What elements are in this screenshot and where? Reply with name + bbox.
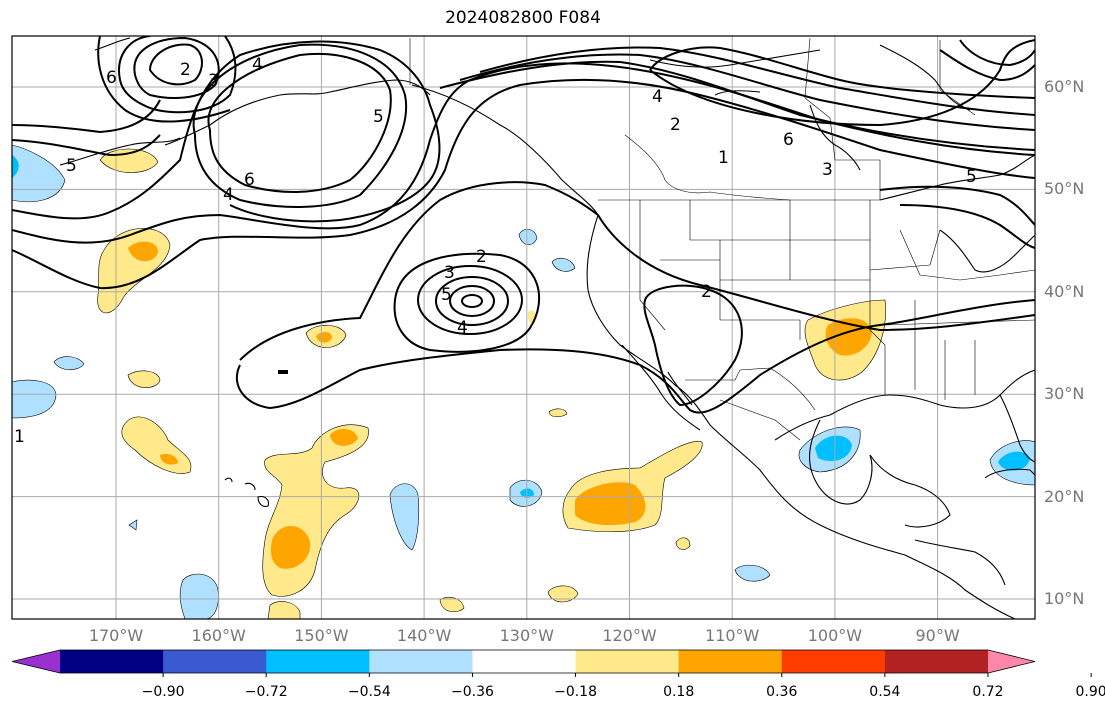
- contour-label: 4: [652, 87, 663, 107]
- colorbar-segment: [678, 650, 783, 673]
- positive-anomaly-core: [575, 482, 646, 526]
- colorbar-tick-label: −0.90: [141, 684, 185, 700]
- map-frame: [11, 35, 1036, 620]
- longitude-label: 100°W: [807, 626, 863, 645]
- colorbar-extension-low: [12, 650, 60, 673]
- colorbar-segment: [266, 650, 370, 673]
- longitude-label: 110°W: [705, 626, 760, 645]
- positive-anomaly-area: [127, 370, 161, 388]
- negative-anomaly-area: [551, 257, 576, 272]
- contour-label: 2: [476, 247, 487, 267]
- negative-anomaly-area: [53, 356, 85, 371]
- positive-anomaly-core: [330, 428, 358, 446]
- latitude-label: 30°N: [1044, 384, 1085, 404]
- colorbar-tick-label: −0.72: [244, 684, 288, 700]
- contour-label: 5: [441, 285, 452, 305]
- contour-label: 2: [180, 60, 191, 80]
- contour-label: 2: [670, 115, 681, 135]
- longitude-label: 170°W: [88, 626, 144, 645]
- negative-anomaly-area: [12, 144, 66, 203]
- longitude-label: 140°W: [396, 626, 452, 645]
- contour-label: 3: [822, 160, 833, 180]
- colorbar-extension-high: [988, 650, 1035, 673]
- positive-anomaly-area: [439, 596, 465, 613]
- negative-anomaly-area: [518, 229, 538, 246]
- latitude-label: 40°N: [1044, 281, 1085, 301]
- height-contours: [12, 36, 1035, 414]
- latitude-label: 10°N: [1044, 589, 1085, 608]
- contour-labels: 2 3 4 5 2 6 4 5 3 4 2 6 5 4 2 1 6 3 5 1: [14, 55, 977, 447]
- graticule: [12, 36, 1035, 619]
- negative-anomaly-core: [815, 435, 852, 462]
- colorbar-tick-label: 0.18: [663, 684, 695, 700]
- colorbar-segment: [884, 650, 989, 673]
- colorbar-tick-label: −0.54: [347, 684, 391, 700]
- latitude-label: 60°N: [1044, 77, 1085, 96]
- positive-anomaly-core: [128, 241, 158, 262]
- colorbar-tick-label: 0.90: [1075, 684, 1105, 700]
- longitude-label: 160°W: [191, 626, 246, 645]
- contour-label: 6: [106, 68, 117, 88]
- contour-label: 3: [444, 263, 455, 283]
- positive-anomaly-area: [675, 537, 691, 550]
- colorbar-segment: [369, 650, 473, 673]
- contour-label: 1: [718, 148, 729, 168]
- contour-label: 5: [66, 156, 77, 176]
- longitude-label: 90°W: [915, 626, 960, 645]
- colorbar-segment: [781, 650, 886, 673]
- negative-anomaly-area: [179, 573, 219, 619]
- colorbar-tick-label: −0.18: [554, 684, 597, 700]
- negative-anomaly-area: [128, 519, 138, 531]
- contour-label: 4: [223, 185, 234, 205]
- colorbar-segment: [575, 650, 680, 673]
- negative-anomaly-area: [12, 379, 57, 419]
- positive-anomaly-core: [160, 453, 178, 465]
- contour-label: 1: [14, 427, 25, 447]
- negative-anomaly-core: [12, 155, 19, 178]
- positive-anomaly-core: [270, 525, 311, 569]
- colorbar-segment: [60, 650, 164, 673]
- positive-anomaly-core: [825, 318, 872, 356]
- contour-label: 5: [373, 107, 384, 127]
- positive-anomaly-area: [548, 408, 568, 418]
- colorbar-outline: [11, 649, 1036, 674]
- positive-anomaly-area: [267, 601, 301, 619]
- positive-anomaly-core: [316, 332, 332, 343]
- colorbar-tick-label: −0.36: [450, 684, 494, 700]
- negative-anomaly-area: [734, 564, 771, 582]
- colorbar-segment: [472, 650, 577, 673]
- negative-anomaly-area: [389, 483, 420, 551]
- latitude-label: 50°N: [1044, 179, 1085, 199]
- latitude-label: 20°N: [1044, 486, 1085, 506]
- contour-label: 3: [208, 71, 219, 91]
- colorbar-tick-label: 0.72: [972, 684, 1004, 700]
- colorbar-segment: [163, 650, 267, 673]
- colorbar: [11, 649, 1092, 677]
- contour-label: 4: [457, 318, 468, 338]
- contour-label: 2: [701, 282, 712, 302]
- colorbar-tick-label: 0.36: [766, 684, 798, 700]
- longitude-label: 120°W: [602, 626, 657, 645]
- political-borders: [409, 37, 1035, 441]
- colorbar-tick-label: 0.54: [869, 684, 901, 700]
- longitude-label: 130°W: [499, 626, 554, 645]
- negative-anomaly-core: [998, 451, 1030, 471]
- map-title: 2024082800 F084: [445, 8, 601, 28]
- contour-label: 4: [252, 55, 263, 75]
- longitude-label: 150°W: [294, 626, 349, 645]
- contour-label: 6: [244, 170, 255, 190]
- contour-label: 6: [783, 130, 794, 150]
- contour-label: 5: [966, 167, 977, 187]
- positive-anomaly-area: [547, 585, 579, 603]
